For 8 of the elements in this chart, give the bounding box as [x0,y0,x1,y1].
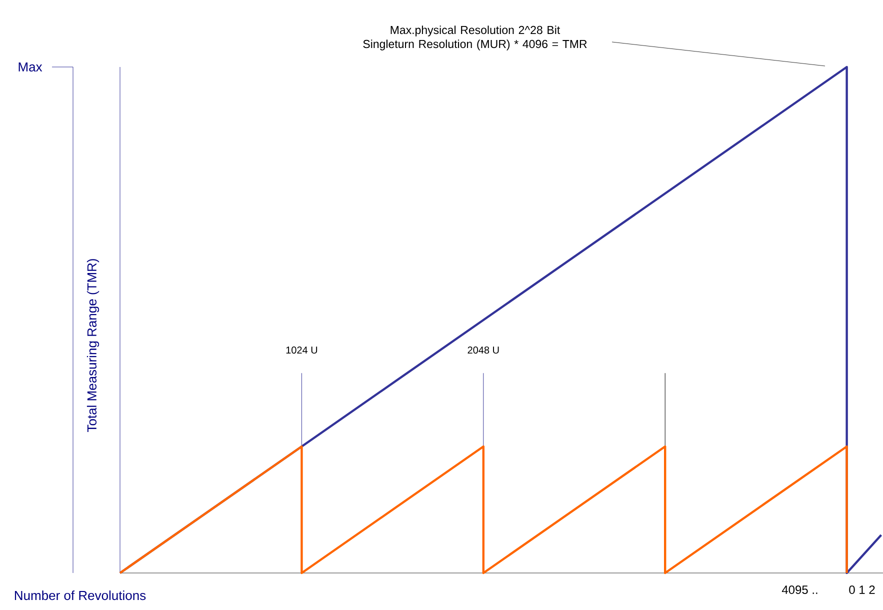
text: 0 1 2 [849,586,875,594]
x-axis-title: Number of Revolutions [14,590,146,600]
text: Max.physical Resolution 2^28 Bit Singleturn Resolution (MUR) * 4096 = TMR [363,26,587,50]
y-axis-title: Total Measuring Range (TMR) [86,259,100,432]
text: 4095 .. [782,586,818,594]
text: Max [18,62,42,72]
x-tick-label: 1024 U [286,346,318,354]
x-tick-label: 2048 U [468,346,499,354]
